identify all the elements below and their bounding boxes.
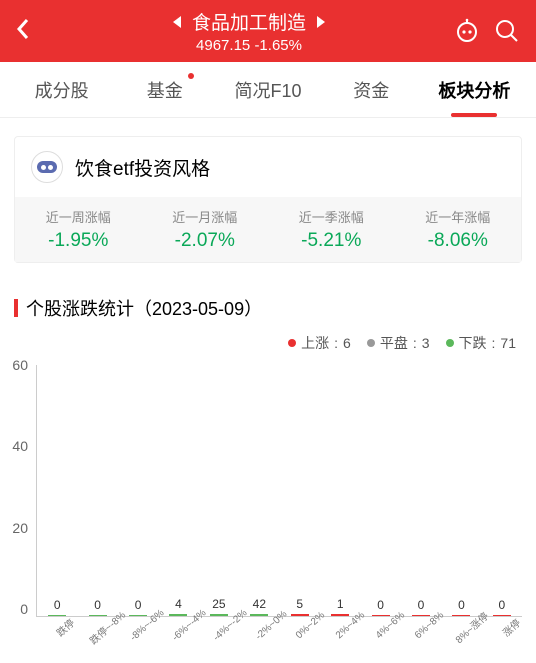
prev-sector-icon[interactable] — [172, 15, 182, 29]
bar-value: 0 — [94, 598, 101, 612]
back-button[interactable] — [16, 18, 44, 45]
legend-down-count: 71 — [500, 335, 516, 351]
metric-item: 近一月涨幅 -2.07% — [142, 197, 269, 262]
metric-item: 近一年涨幅 -8.06% — [395, 197, 522, 262]
metric-value: -5.21% — [274, 230, 389, 252]
tab-板块分析[interactable]: 板块分析 — [423, 77, 526, 103]
chevron-left-icon — [16, 18, 30, 40]
legend-down: 下跌: 71 — [446, 333, 516, 353]
search-icon — [494, 18, 520, 44]
bar-value: 4 — [175, 597, 182, 611]
bar-value: 1 — [337, 597, 344, 611]
y-tick: 40 — [6, 438, 28, 454]
header-title-block: 食品加工制造 4967.15 -1.65% — [44, 8, 454, 54]
x-axis-labels: 跌停跌停~-8%-8%~-6%-6%~-4%-4%~-2%-2%~0%0%~2%… — [36, 617, 522, 657]
legend-up-count: 6 — [343, 335, 351, 351]
bar-value: 42 — [253, 597, 266, 611]
metric-label: 近一周涨幅 — [21, 207, 136, 226]
metric-label: 近一季涨幅 — [274, 207, 389, 226]
tab-bar: 成分股基金简况F10资金板块分析 — [0, 62, 536, 118]
bar-value: 5 — [296, 597, 303, 611]
next-sector-icon[interactable] — [316, 15, 326, 29]
plot-area: 00042542510000 — [36, 365, 522, 617]
bar-chart: 6040200 00042542510000 跌停跌停~-8%-8%~-6%-6… — [30, 357, 522, 657]
robot-icon — [454, 18, 480, 44]
chart-legend: 上涨: 6 平盘: 3 下跌: 71 — [0, 329, 536, 357]
metric-value: -2.07% — [148, 230, 263, 252]
tab-成分股[interactable]: 成分股 — [10, 77, 113, 103]
bars-container: 00042542510000 — [37, 365, 522, 616]
metric-item: 近一季涨幅 -5.21% — [268, 197, 395, 262]
bar-value: 0 — [377, 598, 384, 612]
tab-资金[interactable]: 资金 — [320, 77, 423, 103]
header-subline: 4967.15 -1.65% — [196, 37, 302, 54]
legend-dot-flat — [367, 339, 375, 347]
search-button[interactable] — [494, 18, 520, 44]
style-card: 饮食etf投资风格 近一周涨幅 -1.95% 近一月涨幅 -2.07% 近一季涨幅 -5.… — [14, 136, 522, 263]
metric-value: -1.95% — [21, 230, 136, 252]
legend-up-label: 上涨 — [301, 333, 329, 353]
metrics-row: 近一周涨幅 -1.95% 近一月涨幅 -2.07% 近一季涨幅 -5.21% 近一年涨幅 -8… — [15, 197, 521, 262]
index-change: -1.65% — [254, 37, 302, 54]
tab-简况F10[interactable]: 简况F10 — [216, 77, 319, 103]
y-tick: 60 — [6, 357, 28, 373]
card-header[interactable]: 饮食etf投资风格 — [15, 137, 521, 197]
bar-value: 25 — [212, 597, 225, 611]
metric-value: -8.06% — [401, 230, 516, 252]
robot-avatar-icon — [31, 151, 63, 183]
header-title: 食品加工制造 — [192, 8, 306, 35]
bar-value: 0 — [54, 598, 61, 612]
section-header: 个股涨跌统计（2023-05-09） — [0, 281, 536, 329]
app-header: 食品加工制造 4967.15 -1.65% — [0, 0, 536, 62]
metric-item: 近一周涨幅 -1.95% — [15, 197, 142, 262]
section-accent-bar — [14, 299, 18, 317]
assistant-button[interactable] — [454, 18, 480, 44]
legend-up: 上涨: 6 — [288, 333, 351, 353]
y-tick: 0 — [6, 601, 28, 617]
y-axis: 60 40 20 0 — [6, 357, 28, 617]
legend-dot-down — [446, 339, 454, 347]
legend-flat-count: 3 — [422, 335, 430, 351]
bar-value: 0 — [418, 598, 425, 612]
legend-dot-up — [288, 339, 296, 347]
legend-down-label: 下跌 — [459, 333, 487, 353]
metric-label: 近一年涨幅 — [401, 207, 516, 226]
legend-flat-label: 平盘 — [380, 333, 408, 353]
legend-flat: 平盘: 3 — [367, 333, 430, 353]
index-value: 4967.15 — [196, 37, 250, 54]
card-title: 饮食etf投资风格 — [75, 154, 210, 181]
metric-label: 近一月涨幅 — [148, 207, 263, 226]
bar-value: 0 — [499, 598, 506, 612]
bar-value: 0 — [458, 598, 465, 612]
bar-value: 0 — [135, 598, 142, 612]
tab-基金[interactable]: 基金 — [113, 77, 216, 103]
y-tick: 20 — [6, 520, 28, 536]
section-title-text: 个股涨跌统计（2023-05-09） — [26, 295, 262, 321]
